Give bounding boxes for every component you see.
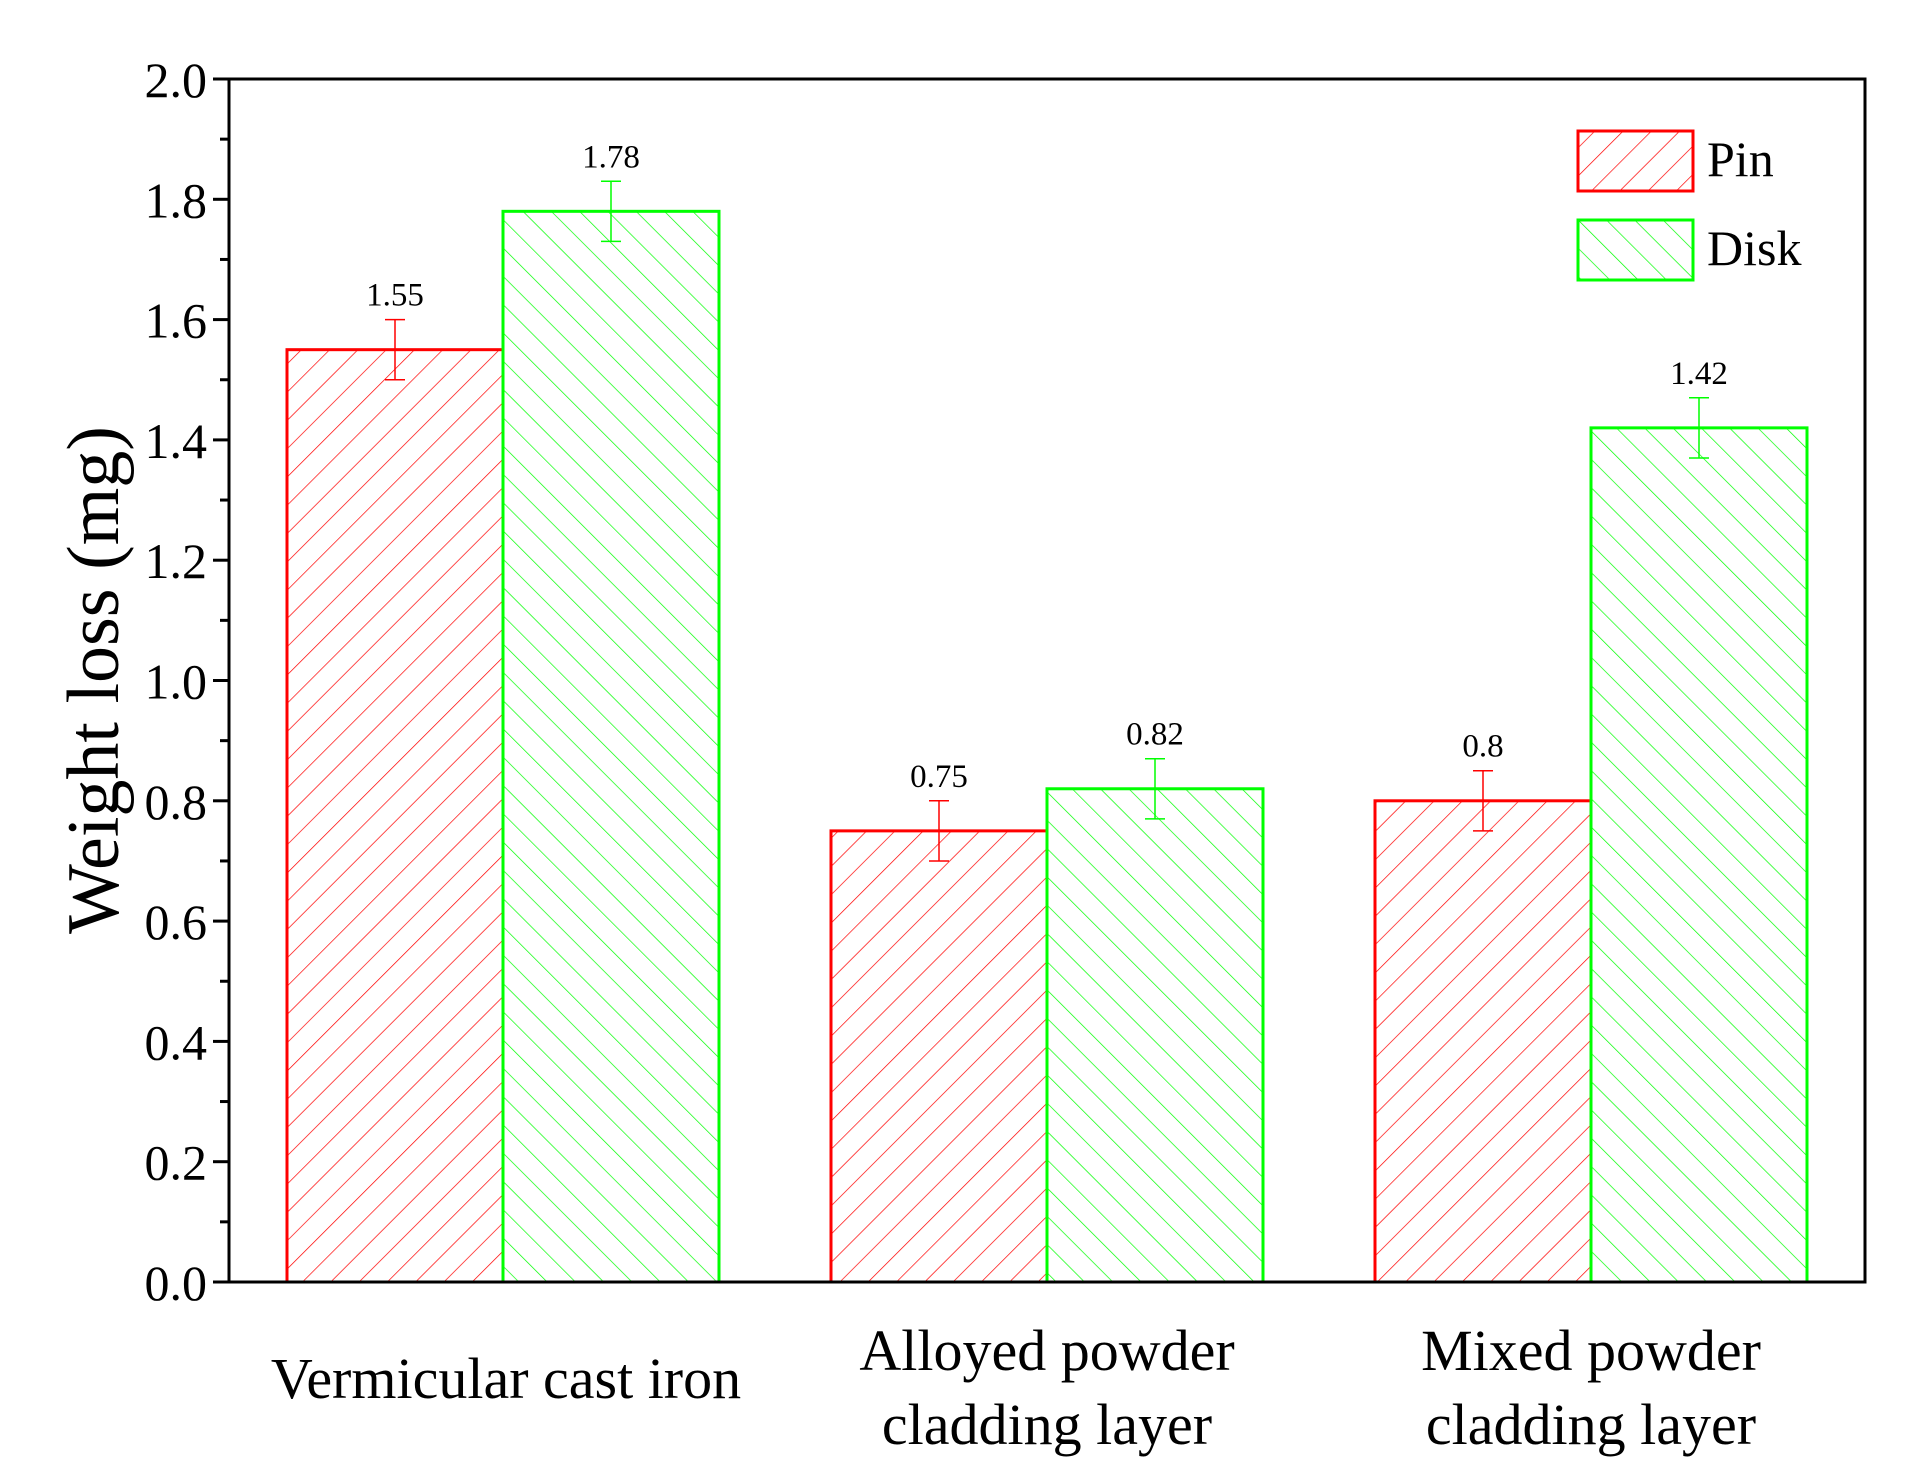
legend-label: Pin (1707, 131, 1774, 187)
y-tick-label: 1.0 (145, 654, 208, 710)
data-label-disk-1: 0.82 (1126, 717, 1184, 753)
bars (285, 180, 1809, 1284)
legend-swatch (1576, 218, 1695, 282)
y-tick-label: 0.8 (145, 774, 208, 830)
data-label-pin-1: 0.75 (910, 759, 968, 795)
y-tick-label: 0.6 (145, 894, 208, 950)
bar-pin-0 (285, 348, 505, 1284)
legend-item-pin: Pin (1576, 129, 1774, 193)
y-tick-label: 2.0 (145, 52, 208, 108)
legend-item-disk: Disk (1576, 218, 1801, 282)
data-label-disk-0: 1.78 (582, 139, 640, 175)
bar-pin-2 (1373, 799, 1593, 1284)
data-label-disk-2: 1.42 (1670, 356, 1728, 392)
y-tick-label: 0.0 (145, 1255, 208, 1311)
error-bar-pin-2 (1473, 769, 1493, 832)
x-category-label: Mixed powder (1421, 1318, 1761, 1383)
x-axis: Vermicular cast iron Alloyed powder claddi… (271, 1318, 1761, 1457)
bar-disk-1 (1045, 787, 1265, 1284)
bar-disk-2 (1589, 426, 1809, 1284)
y-axis-label: Weight loss (mg) (53, 426, 135, 934)
legend-swatch (1576, 129, 1695, 193)
error-bar-disk-2 (1689, 397, 1709, 459)
bar-pin-1 (829, 829, 1049, 1284)
y-tick-label: 1.2 (145, 533, 208, 589)
data-label-pin-0: 1.55 (366, 278, 424, 314)
x-category-label: cladding layer (1426, 1392, 1756, 1457)
y-axis: 0.0 0.2 0.4 0.6 0.8 1.0 1.2 1.4 1.6 1.8 2.0 (145, 52, 229, 1311)
x-category-label: Vermicular cast iron (271, 1346, 741, 1411)
error-bar-pin-0 (385, 318, 405, 381)
legend-label: Disk (1707, 220, 1801, 276)
x-category-label: Alloyed powder (859, 1318, 1234, 1383)
error-bar-pin-1 (929, 800, 949, 862)
data-label-pin-2: 0.8 (1462, 729, 1503, 765)
error-bar-disk-1 (1145, 757, 1165, 820)
error-bar-disk-0 (601, 180, 621, 243)
bar-disk-0 (501, 209, 721, 1284)
y-tick-label: 0.2 (145, 1135, 208, 1191)
x-category-label: cladding layer (882, 1392, 1212, 1457)
y-tick-label: 1.8 (145, 172, 208, 228)
legend: Pin Disk (1576, 129, 1801, 282)
data-labels: 1.55 0.75 0.8 1.78 0.82 1.42 (366, 139, 1728, 795)
y-tick-label: 1.4 (145, 413, 208, 469)
y-tick-label: 0.4 (145, 1014, 208, 1070)
y-tick-label: 1.6 (145, 293, 208, 349)
